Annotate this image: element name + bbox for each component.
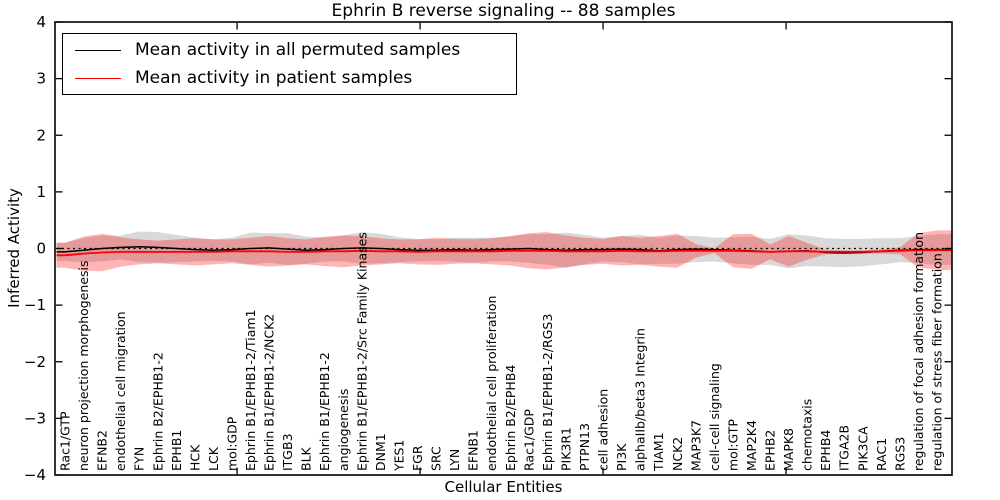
x-category-label: FGR [410,445,425,471]
legend-item-permuted: Mean activity in all permuted samples [63,37,516,63]
x-category-label: PIK3CA [855,426,870,471]
x-category-label: mol:GDP [224,416,239,471]
x-category-label: Ephrin B1/EPHB1-2/NCK2 [262,314,277,471]
x-category-label: neuron projection morphogenesis [76,260,91,471]
x-category-label: TIAM1 [651,432,666,472]
y-tick-label: −4 [24,466,46,484]
legend-box: Mean activity in all permuted samples Me… [62,33,517,95]
patient-mean-line [56,249,952,257]
x-category-label: angiogenesis [336,389,351,471]
x-category-label: Ephrin B1/EPHB1-2/RGS3 [540,314,555,471]
x-category-label: alphaIIb/beta3 Integrin [633,328,648,471]
legend-label-permuted: Mean activity in all permuted samples [135,40,461,60]
chart-title: Ephrin B reverse signaling -- 88 samples [331,1,676,21]
x-category-label: PI3K [614,443,629,471]
x-category-label: RAC1 [874,438,889,471]
y-tick-label: −1 [24,296,46,314]
x-category-label: MAP3K7 [688,420,703,471]
y-tick-label: 3 [36,70,46,88]
x-category-label: HCK [187,444,202,471]
x-category-label: regulation of focal adhesion formation [911,232,926,471]
x-category-label: mol:GTP [725,419,740,471]
x-category-label: LCK [206,446,221,471]
y-tick-label: −3 [24,409,46,427]
x-category-label: EPHB2 [763,430,778,471]
x-category-label: Rac1/GTP [58,411,73,471]
x-category-label: EPHB4 [818,430,833,471]
legend-line-patient [75,77,121,79]
x-axis-label: Cellular Entities [444,478,563,496]
x-category-label: PTPN13 [577,423,592,471]
x-category-label: Rac1/GDP [521,409,536,471]
x-category-label: cell-cell signaling [707,363,722,471]
x-category-label: Ephrin B1/EPHB1-2/Src Family Kinases [354,232,369,471]
y-tick-label: −2 [24,353,46,371]
x-category-label: RGS3 [892,437,907,471]
y-tick-label: 1 [36,183,46,201]
x-category-label: cell adhesion [596,389,611,471]
x-category-label: EPHB1 [169,430,184,471]
legend-line-permuted [75,49,121,51]
x-category-label: FYN [132,447,147,471]
x-category-label: Ephrin B2/EPHB4 [503,365,518,471]
x-category-label: Ephrin B1/EPHB1-2/Tiam1 [243,309,258,471]
x-category-label: ITGB3 [280,433,295,471]
y-tick-label: 0 [36,240,46,258]
plot-frame [54,21,953,476]
x-category-label: MAPK8 [781,428,796,471]
x-category-label: BLK [299,446,314,471]
x-category-label: Ephrin B2/EPHB1-2 [150,352,165,471]
x-category-label: chemotaxis [800,399,815,471]
x-category-label: EFNB1 [466,430,481,471]
x-category-label: endothelial cell migration [113,311,128,471]
x-category-label: regulation of stress fiber formation [930,253,945,471]
x-category-label: DNM1 [373,433,388,471]
y-axis-label: Inferred Activity [5,188,23,308]
legend-label-patient: Mean activity in patient samples [135,68,413,88]
legend-item-patient: Mean activity in patient samples [63,65,516,91]
x-category-label: EFNB2 [95,430,110,471]
y-tick-label: 2 [36,126,46,144]
x-category-label: LYN [447,449,462,471]
x-category-label: ITGA2B [837,425,852,471]
x-category-label: MAP2K4 [744,420,759,471]
y-tick-label: 4 [36,13,46,31]
x-category-label: SRC [429,446,444,471]
x-category-label: PIK3R1 [558,427,573,471]
x-category-label: NCK2 [670,437,685,471]
x-category-label: Ephrin B1/EPHB1-2 [317,352,332,471]
x-category-label: YES1 [391,440,406,472]
x-category-label: endothelial cell proliferation [484,296,499,471]
